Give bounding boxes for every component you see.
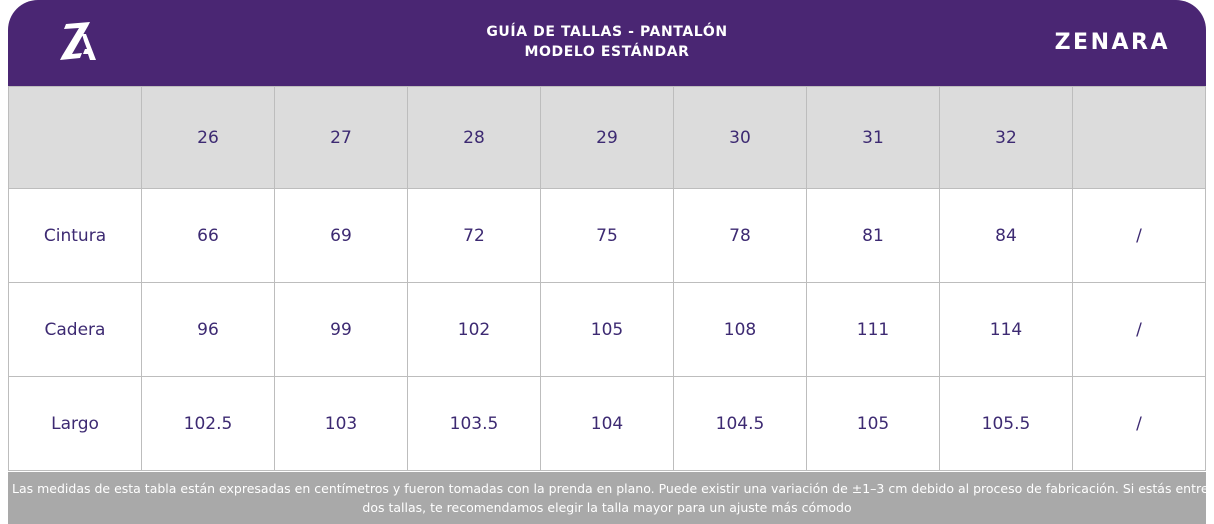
measure-cell: / bbox=[1072, 376, 1206, 471]
measure-cell: 75 bbox=[540, 188, 674, 283]
measure-cell: 81 bbox=[806, 188, 940, 283]
page-title-line2: MODELO ESTÁNDAR bbox=[524, 44, 690, 60]
size-header-cell: 32 bbox=[939, 86, 1073, 189]
measure-cell: 66 bbox=[141, 188, 275, 283]
measure-cell: 78 bbox=[673, 188, 807, 283]
size-header-cell: 29 bbox=[540, 86, 674, 189]
measure-cell: 103 bbox=[274, 376, 408, 471]
size-header-cell: 27 bbox=[274, 86, 408, 189]
table-row-cadera: Cadera 96 99 102 105 108 111 114 / bbox=[8, 282, 1206, 377]
row-label: Cintura bbox=[8, 188, 142, 283]
page-title-line1: GUÍA DE TALLAS - PANTALÓN bbox=[486, 24, 728, 40]
measure-cell: 104 bbox=[540, 376, 674, 471]
size-header-cell: 31 bbox=[806, 86, 940, 189]
size-header-cell bbox=[1072, 86, 1206, 189]
measure-cell: / bbox=[1072, 282, 1206, 377]
measure-cell: 84 bbox=[939, 188, 1073, 283]
measurement-note: Las medidas de esta tabla están expresad… bbox=[8, 472, 1206, 524]
measure-cell: / bbox=[1072, 188, 1206, 283]
size-table: 26 27 28 29 30 31 32 Cintura 66 69 72 75… bbox=[8, 86, 1206, 471]
measure-cell: 105.5 bbox=[939, 376, 1073, 471]
measure-cell: 114 bbox=[939, 282, 1073, 377]
size-header-cell: 30 bbox=[673, 86, 807, 189]
za-logo-icon bbox=[60, 22, 96, 60]
row-label: Cadera bbox=[8, 282, 142, 377]
size-header-row: 26 27 28 29 30 31 32 bbox=[8, 86, 1206, 189]
measure-cell: 99 bbox=[274, 282, 408, 377]
page-title: GUÍA DE TALLAS - PANTALÓN MODELO ESTÁNDA… bbox=[357, 22, 857, 62]
row-label: Largo bbox=[8, 376, 142, 471]
measure-cell: 104.5 bbox=[673, 376, 807, 471]
measure-cell: 102 bbox=[407, 282, 541, 377]
measure-cell: 69 bbox=[274, 188, 408, 283]
table-row-cintura: Cintura 66 69 72 75 78 81 84 / bbox=[8, 188, 1206, 283]
header-bar: GUÍA DE TALLAS - PANTALÓN MODELO ESTÁNDA… bbox=[8, 0, 1206, 86]
size-header-cell: 26 bbox=[141, 86, 275, 189]
measure-cell: 72 bbox=[407, 188, 541, 283]
size-guide-card: GUÍA DE TALLAS - PANTALÓN MODELO ESTÁNDA… bbox=[8, 0, 1206, 524]
measure-cell: 111 bbox=[806, 282, 940, 377]
size-header-cell: 28 bbox=[407, 86, 541, 189]
measurement-note-line2: dos tallas, te recomendamos elegir la ta… bbox=[362, 500, 852, 515]
measure-cell: 105 bbox=[806, 376, 940, 471]
measure-cell: 108 bbox=[673, 282, 807, 377]
measure-cell: 96 bbox=[141, 282, 275, 377]
table-row-largo: Largo 102.5 103 103.5 104 104.5 105 105.… bbox=[8, 376, 1206, 471]
measure-cell: 105 bbox=[540, 282, 674, 377]
corner-cell bbox=[8, 86, 142, 189]
brand-name: ZENARA bbox=[1054, 30, 1170, 55]
measure-cell: 103.5 bbox=[407, 376, 541, 471]
measurement-note-line1: Las medidas de esta tabla están expresad… bbox=[12, 481, 1206, 496]
measure-cell: 102.5 bbox=[141, 376, 275, 471]
